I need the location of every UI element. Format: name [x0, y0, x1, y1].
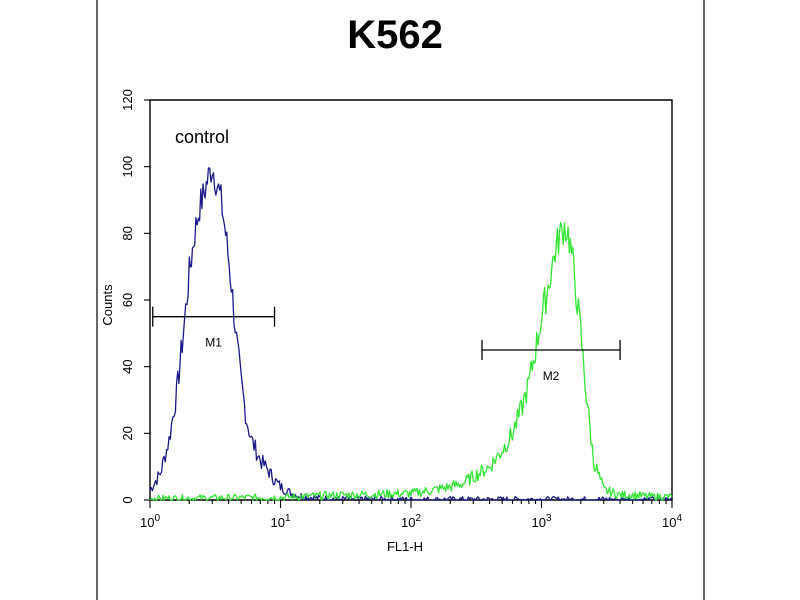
chart-title: K562 [347, 13, 443, 57]
y-tick-label: 100 [120, 156, 135, 178]
y-tick-label: 20 [120, 426, 135, 440]
marker-label: M1 [205, 336, 222, 350]
histogram-series-2 [149, 221, 673, 501]
x-tick-label: 100 [140, 513, 160, 530]
histogram-series-1 [149, 167, 673, 501]
y-axis-title: Counts [100, 284, 115, 326]
control-annotation: control [175, 127, 229, 147]
ticks-layer: 0 20 40 60 80 100 120 100 101 102 103 104 [120, 89, 682, 530]
x-axis-title: FL1-H [387, 539, 423, 554]
series-layer [149, 167, 673, 501]
y-tick-label: 60 [120, 293, 135, 307]
y-tick-label: 40 [120, 359, 135, 373]
marker-label: M2 [543, 369, 560, 383]
y-tick-label: 0 [120, 496, 135, 503]
y-tick-label: 120 [120, 89, 135, 111]
x-tick-label: 102 [401, 513, 421, 530]
x-tick-label: 104 [662, 513, 682, 530]
y-tick-label: 80 [120, 226, 135, 240]
x-tick-label: 103 [531, 513, 551, 530]
markers-layer: M1 M2 [152, 306, 621, 383]
plot-frame [149, 99, 673, 501]
x-tick-label: 101 [270, 513, 290, 530]
